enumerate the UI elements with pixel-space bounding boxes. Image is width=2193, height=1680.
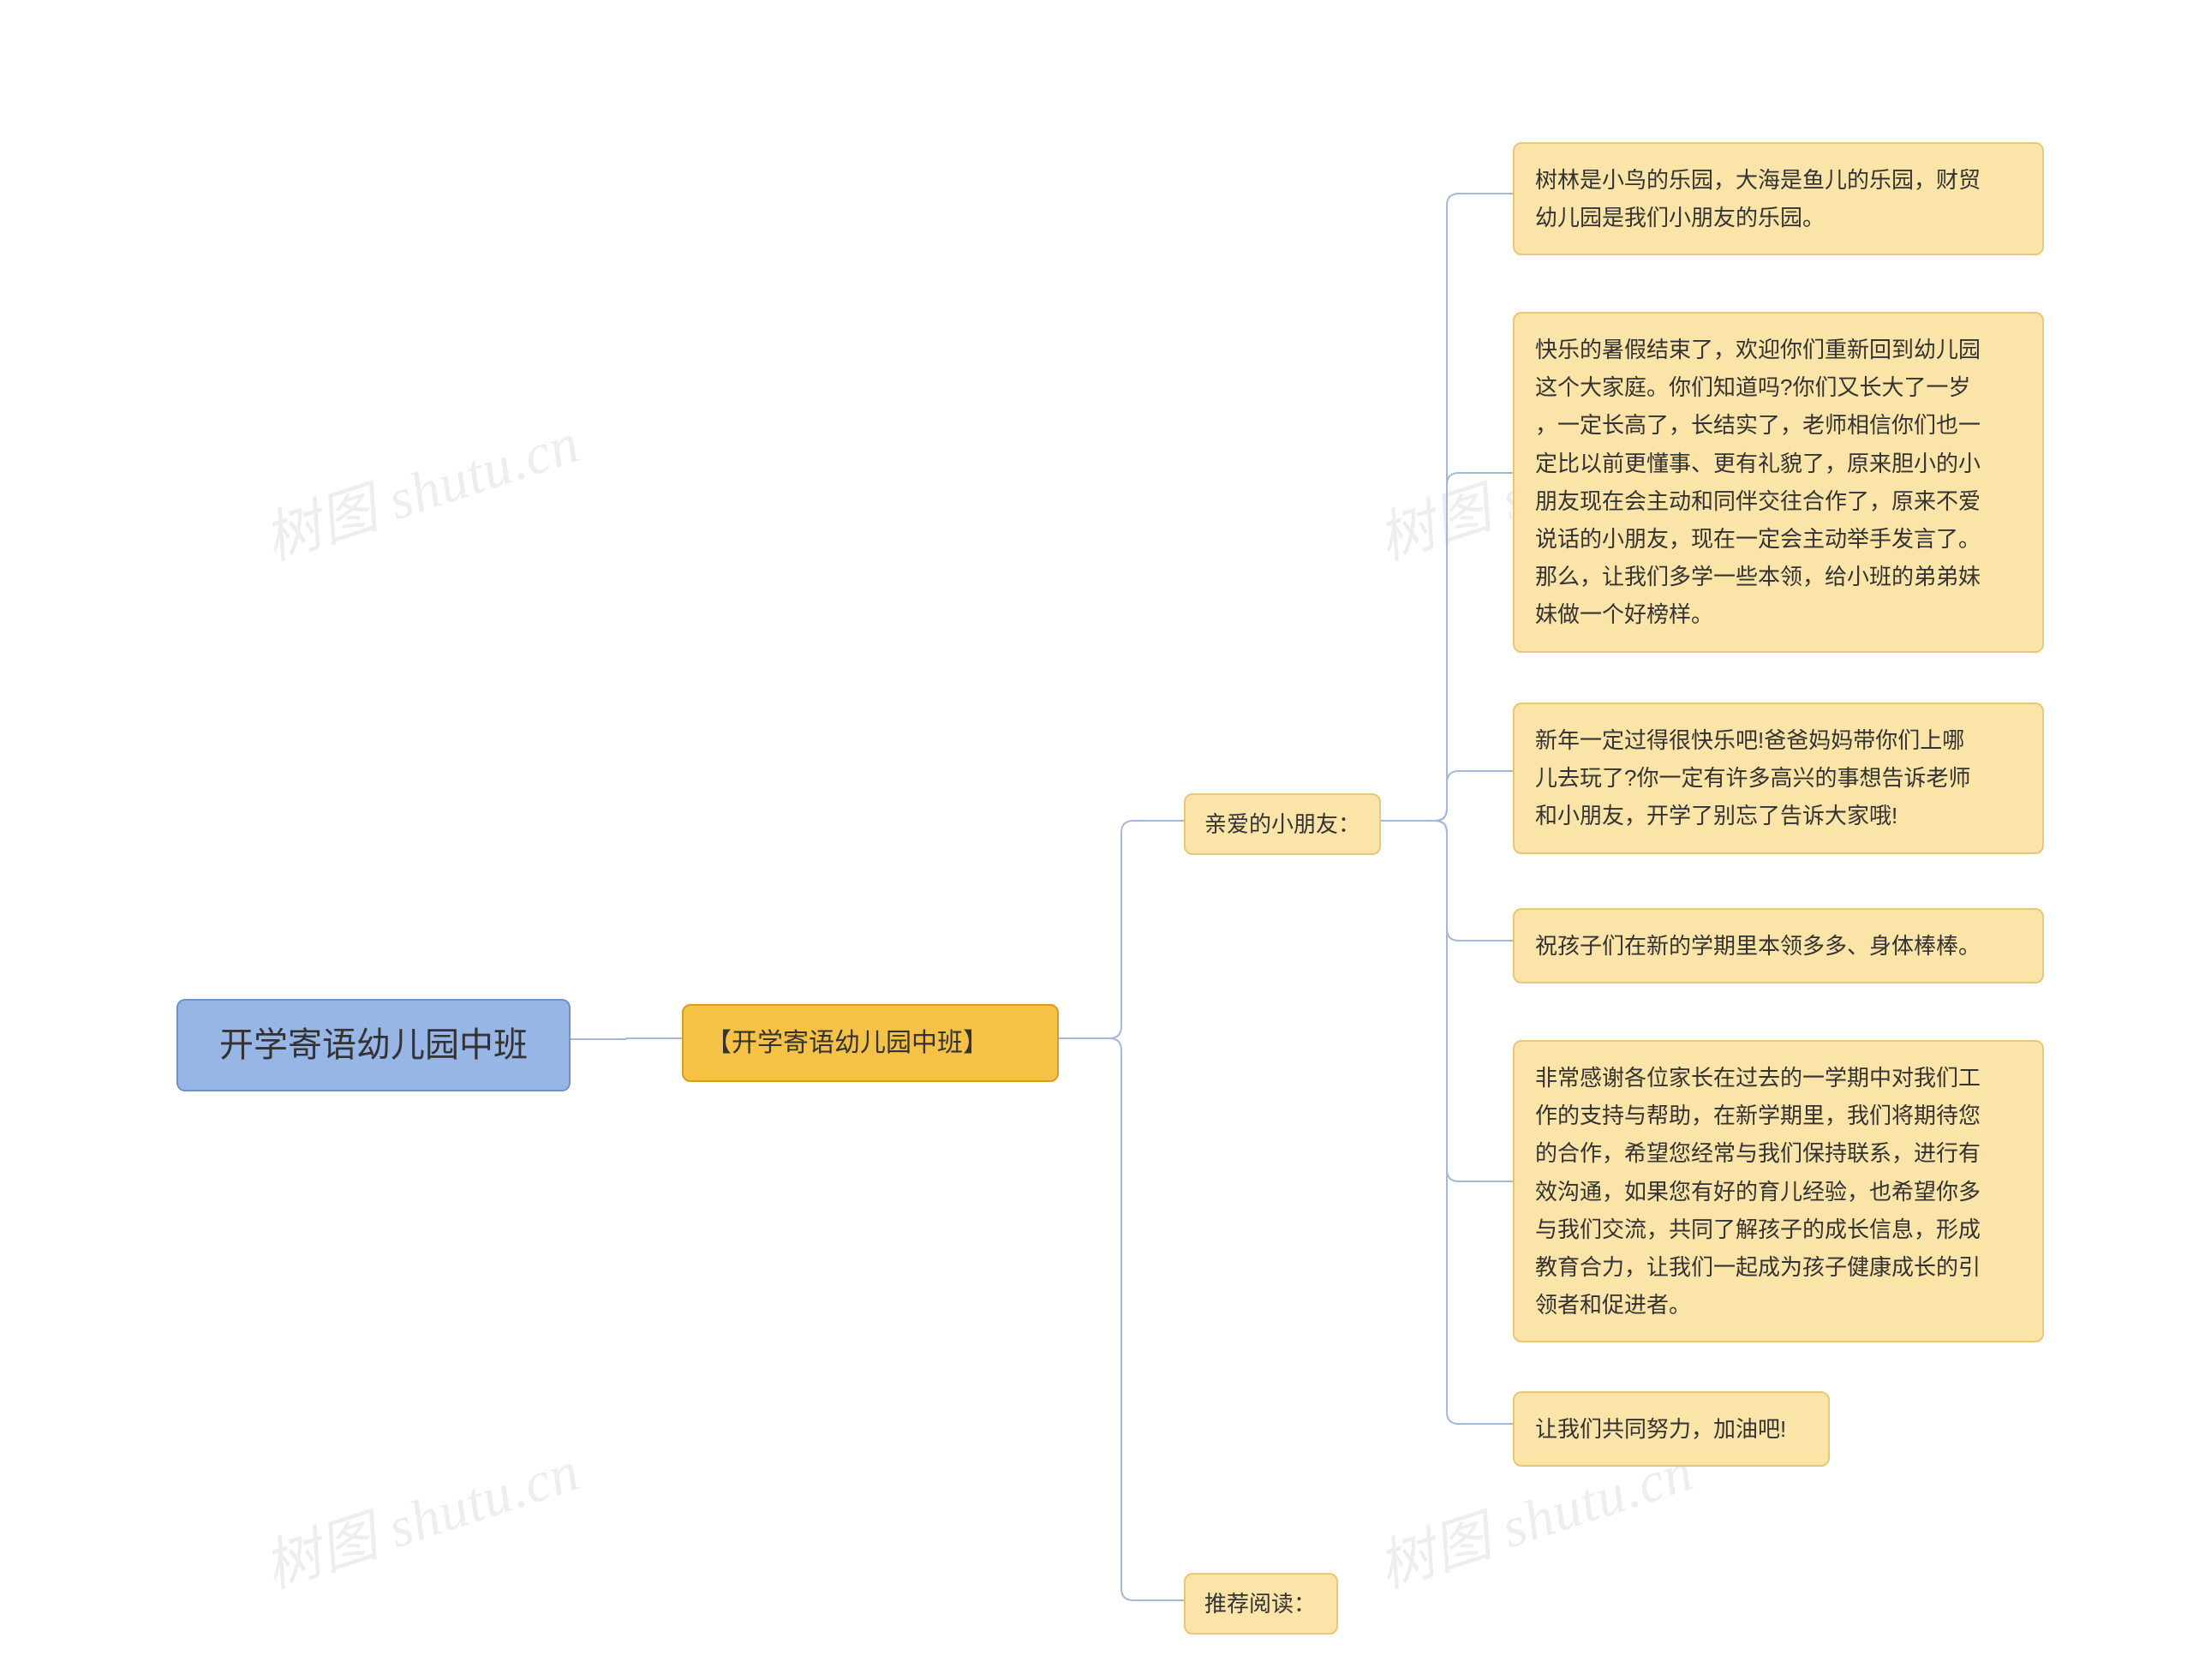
leaf-node[interactable]: 快乐的暑假结束了，欢迎你们重新回到幼儿园 这个大家庭。你们知道吗?你们又长大了一… (1513, 312, 2044, 653)
watermark: 树图 shutu.cn (252, 397, 588, 576)
level1-node[interactable]: 【开学寄语幼儿园中班】 (682, 1004, 1059, 1082)
leaf-node[interactable]: 让我们共同努力，加油吧! (1513, 1391, 1830, 1467)
mindmap-canvas: 树图 shutu.cn 树图 shutu.cn 树图 shutu.cn 树图 s… (0, 0, 2193, 1680)
watermark: 树图 shutu.cn (252, 1425, 588, 1604)
leaf-node[interactable]: 非常感谢各位家长在过去的一学期中对我们工 作的支持与帮助，在新学期里，我们将期待… (1513, 1040, 2044, 1342)
leaf-node[interactable]: 树林是小鸟的乐园，大海是鱼儿的乐园，财贸 幼儿园是我们小朋友的乐园。 (1513, 142, 2044, 255)
level2-node-friends[interactable]: 亲爱的小朋友： (1184, 793, 1381, 855)
leaf-node[interactable]: 新年一定过得很快乐吧!爸爸妈妈带你们上哪 儿去玩了?你一定有许多高兴的事想告诉老… (1513, 702, 2044, 854)
root-node[interactable]: 开学寄语幼儿园中班 (176, 999, 571, 1091)
level2-node-reading[interactable]: 推荐阅读： (1184, 1573, 1338, 1635)
leaf-node[interactable]: 祝孩子们在新的学期里本领多多、身体棒棒。 (1513, 908, 2044, 983)
